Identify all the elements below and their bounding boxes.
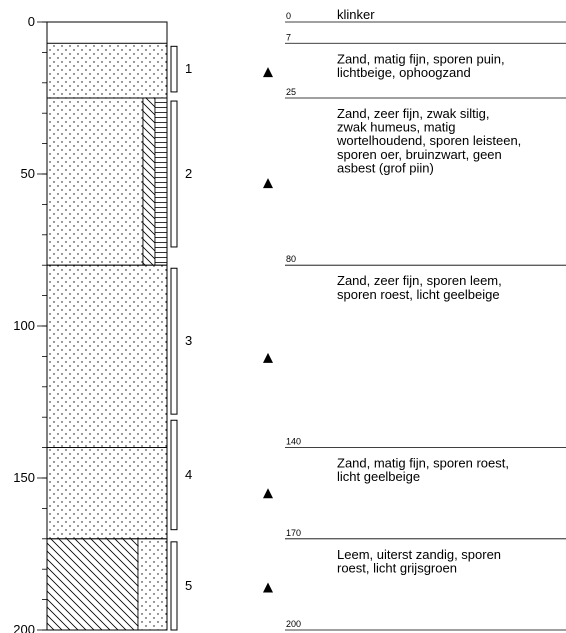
- sample-marker: [263, 488, 273, 499]
- layer-description: roest, licht grijsgroen: [337, 560, 457, 575]
- sample-label: 5: [185, 578, 192, 593]
- sample-label: 1: [185, 61, 192, 76]
- layer-description: zwak humeus, matig: [337, 120, 456, 135]
- layer-fill: [154, 97, 168, 266]
- layer-fill: [46, 42, 168, 99]
- tick-label: 0: [28, 14, 35, 29]
- layer-description: asbest (grof piin): [337, 160, 434, 175]
- layer-description: sporen roest, licht geelbeige: [337, 287, 500, 302]
- layer-fill: [137, 538, 168, 631]
- sample-marker: [263, 178, 273, 189]
- depth-label: 0: [286, 11, 291, 21]
- sample-marker: [263, 582, 273, 593]
- depth-label: 170: [286, 528, 301, 538]
- sample-bracket: [170, 45, 178, 93]
- layer-description: Leem, uiterst zandig, sporen: [337, 547, 501, 562]
- layer-description: Zand, zeer fijn, zwak siltig,: [337, 106, 489, 121]
- sample-label: 4: [185, 467, 192, 482]
- layer-description: sporen oer, bruinzwart, geen: [337, 147, 502, 162]
- layer-description: lichtbeige, ophoogzand: [337, 65, 471, 80]
- layer-fill: [46, 264, 168, 449]
- sample-bracket: [170, 267, 178, 415]
- layer-description: Zand, matig fijn, sporen roest,: [337, 456, 509, 471]
- depth-label: 7: [286, 32, 291, 42]
- layer-fill: [46, 447, 168, 540]
- sample-label: 3: [185, 333, 192, 348]
- sample-bracket: [170, 541, 178, 631]
- layer-fill: [46, 538, 139, 631]
- tick-label: 100: [13, 318, 35, 333]
- layer-description: licht geelbeige: [337, 469, 420, 484]
- layer-description: Zand, zeer fijn, sporen leem,: [337, 273, 502, 288]
- sample-marker: [263, 67, 273, 78]
- layer-description: klinker: [337, 7, 375, 22]
- depth-label: 25: [286, 87, 296, 97]
- sample-bracket: [170, 419, 178, 531]
- depth-label: 200: [286, 619, 301, 629]
- layer-fill: [46, 97, 144, 266]
- sample-marker: [263, 352, 273, 363]
- layer-fill: [142, 97, 156, 266]
- tick-label: 200: [13, 622, 35, 633]
- depth-label: 140: [286, 437, 301, 447]
- layer-description: Zand, matig fijn, sporen puin,: [337, 51, 505, 66]
- sample-bracket: [170, 100, 178, 248]
- tick-label: 50: [21, 166, 35, 181]
- layer-description: wortelhoudend, sporen leisteen,: [336, 133, 521, 148]
- depth-label: 80: [286, 254, 296, 264]
- sample-label: 2: [185, 166, 192, 181]
- tick-label: 150: [13, 470, 35, 485]
